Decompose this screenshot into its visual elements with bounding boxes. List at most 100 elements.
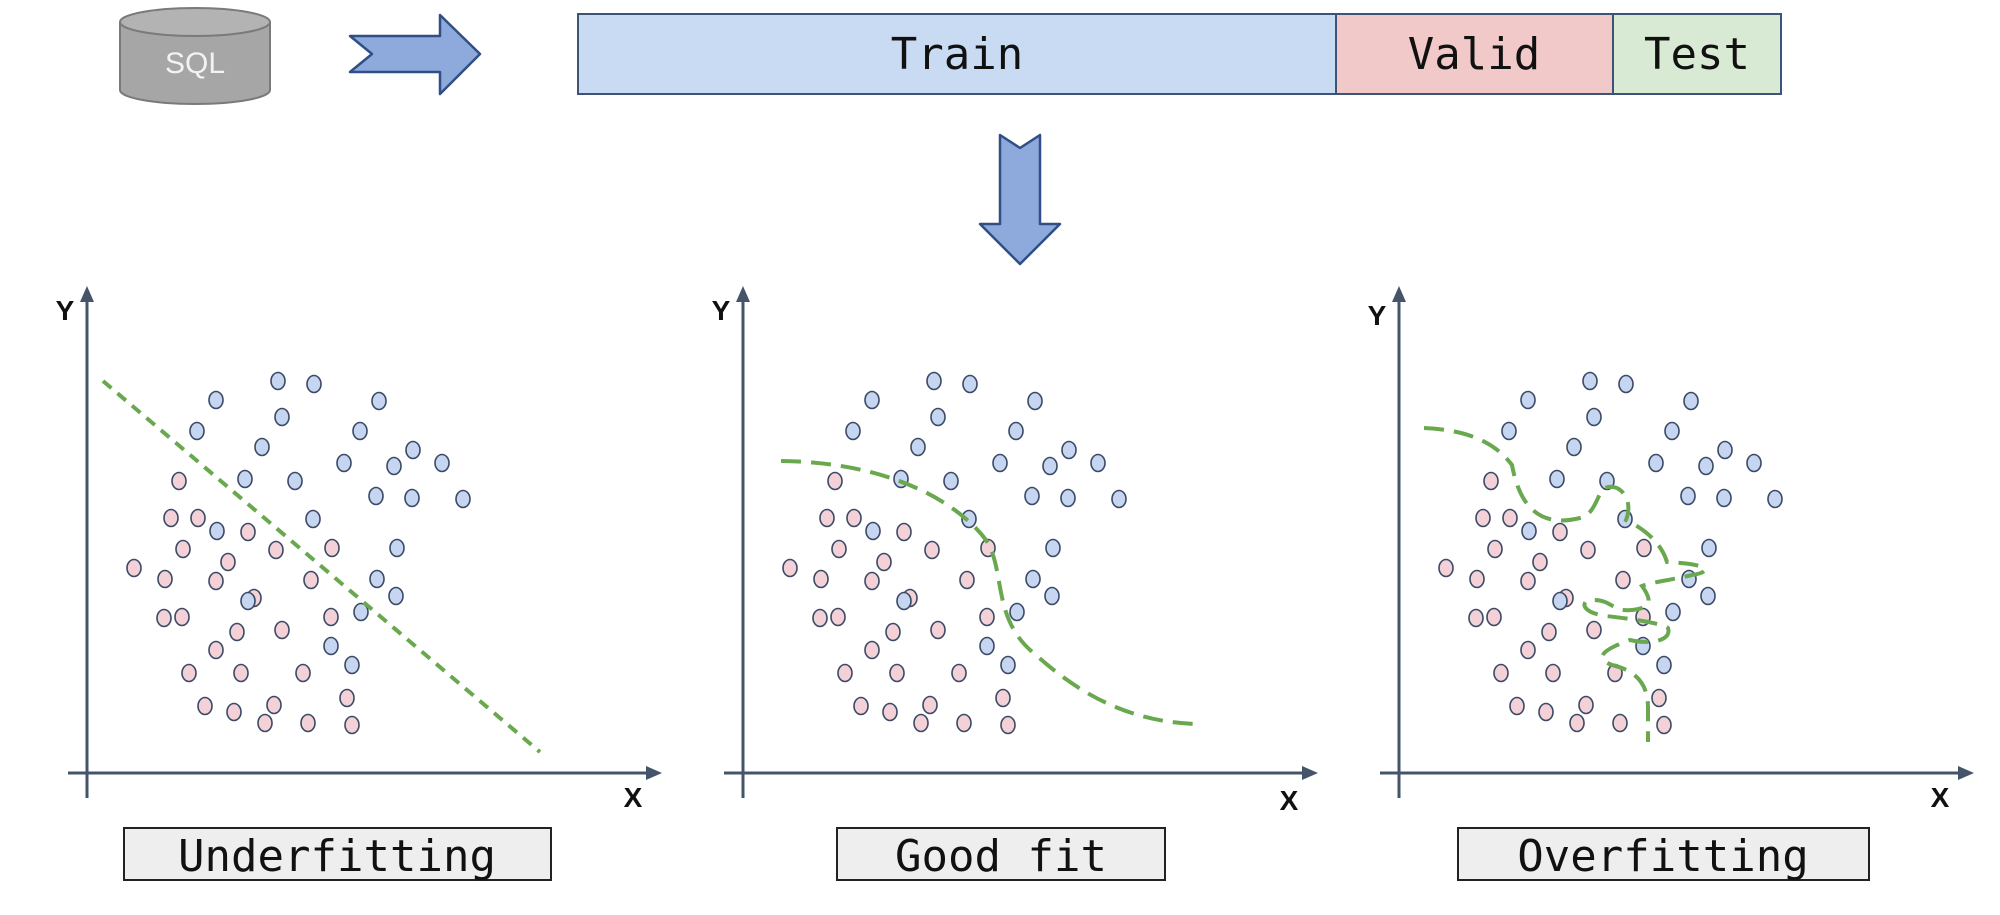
pink-point [979, 607, 995, 627]
blue-point [353, 602, 369, 622]
blue-point [1521, 521, 1537, 541]
x-axis-label: X [1931, 782, 1950, 813]
pink-point [171, 471, 187, 491]
pink-point [930, 620, 946, 640]
pink-point [1486, 607, 1502, 627]
blue-point [1060, 488, 1076, 508]
overfitting-panel: Y X Overfitting [1368, 286, 1974, 882]
blue-point [1648, 453, 1664, 473]
caption-underfitting: Underfitting [178, 831, 496, 882]
pink-point [324, 538, 340, 558]
pink-point [1580, 540, 1596, 560]
pink-point [240, 522, 256, 542]
blue-point [240, 591, 256, 611]
pink-point [812, 608, 828, 628]
blue-point [455, 489, 471, 509]
decision-boundary [101, 379, 542, 754]
pink-point [233, 663, 249, 683]
pink-point [1493, 663, 1509, 683]
blue-point [1683, 391, 1699, 411]
blue-point [979, 636, 995, 656]
pink-point [339, 688, 355, 708]
pink-point [226, 702, 242, 722]
blue-point [1566, 437, 1582, 457]
blue-point [1024, 486, 1040, 506]
pink-point [1520, 640, 1536, 660]
blue-point [305, 509, 321, 529]
blue-point [1044, 586, 1060, 606]
pink-point [126, 558, 142, 578]
pink-point [208, 571, 224, 591]
blue-point [388, 586, 404, 606]
decision-boundary [1423, 426, 1707, 742]
blue-point [1698, 456, 1714, 476]
pink-point [924, 540, 940, 560]
sql-database-icon: SQL [119, 7, 271, 105]
scatter-points [126, 371, 471, 735]
pink-point [837, 663, 853, 683]
pink-point [819, 508, 835, 528]
x-axis-arrowhead [1302, 766, 1318, 780]
decision-boundary [780, 459, 1197, 726]
pink-point [229, 622, 245, 642]
sql-label: SQL [165, 47, 225, 80]
pink-point [300, 713, 316, 733]
blue-point [405, 440, 421, 460]
pink-point [1475, 508, 1491, 528]
caption-overfitting: Overfitting [1517, 831, 1808, 882]
blue-point [368, 486, 384, 506]
blue-point [1025, 569, 1041, 589]
pink-point [876, 552, 892, 572]
pink-point [197, 696, 213, 716]
blue-point [864, 390, 880, 410]
pink-point [257, 713, 273, 733]
blue-point [270, 371, 286, 391]
blue-point [1586, 407, 1602, 427]
blue-point [1664, 421, 1680, 441]
blue-point [237, 469, 253, 489]
pink-point [885, 622, 901, 642]
blue-point [1009, 602, 1025, 622]
blue-point [306, 374, 322, 394]
pink-point [1000, 715, 1016, 735]
pink-point [1520, 571, 1536, 591]
blue-point [930, 407, 946, 427]
blue-point [926, 371, 942, 391]
pink-point [864, 640, 880, 660]
blue-point [1680, 486, 1696, 506]
pink-point [889, 663, 905, 683]
pink-point [1651, 688, 1667, 708]
blue-point [845, 421, 861, 441]
pink-point [157, 569, 173, 589]
pink-point [846, 508, 862, 528]
pink-point [274, 620, 290, 640]
x-axis-label: X [624, 782, 643, 813]
pink-point [1636, 538, 1652, 558]
pink-point [344, 715, 360, 735]
right-arrow-icon [348, 13, 482, 96]
blue-point [1746, 453, 1762, 473]
blue-point [910, 437, 926, 457]
pink-point [951, 663, 967, 683]
blue-point [209, 521, 225, 541]
pink-point [303, 570, 319, 590]
pink-point [268, 540, 284, 560]
pink-point [882, 702, 898, 722]
valid-label: Valid [1408, 29, 1540, 80]
pink-point [896, 522, 912, 542]
pink-point [1586, 620, 1602, 640]
blue-point [1045, 538, 1061, 558]
blue-point [389, 538, 405, 558]
test-segment [1612, 13, 1782, 95]
pink-point [827, 471, 843, 491]
blue-point [865, 521, 881, 541]
blue-point [992, 453, 1008, 473]
blue-point [323, 636, 339, 656]
blue-point [1717, 440, 1733, 460]
pink-point [1509, 696, 1525, 716]
pink-point [1545, 663, 1561, 683]
pink-point [1578, 695, 1594, 715]
pink-point [1469, 569, 1485, 589]
blue-point [1716, 488, 1732, 508]
blue-point [1000, 655, 1016, 675]
